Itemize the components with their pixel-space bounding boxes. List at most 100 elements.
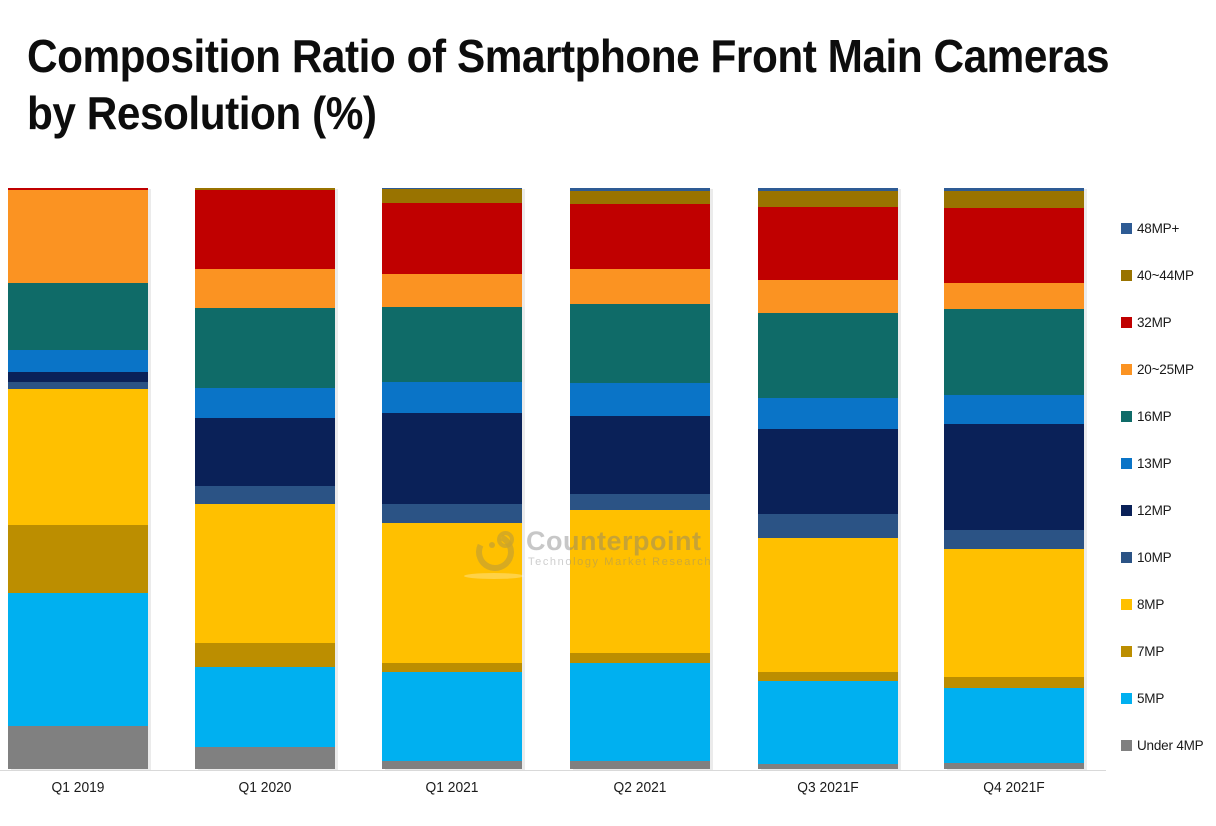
legend-swatch-icon (1121, 270, 1132, 281)
legend-label: 20~25MP (1137, 362, 1194, 377)
legend-item-20-25mp: 20~25MP (1121, 362, 1203, 377)
bar-segment-40-44mp (944, 190, 1084, 208)
bar-segment-13mp (758, 398, 898, 430)
bar-segment-13mp (382, 382, 522, 413)
bar-segment-8mp (195, 504, 335, 643)
legend-item-under-4mp: Under 4MP (1121, 738, 1204, 753)
legend-swatch-icon (1121, 505, 1132, 516)
bar-segment-10mp (8, 382, 148, 390)
bar-segment-5mp (758, 680, 898, 764)
bar-segment-8mp (570, 509, 710, 653)
bar-segment-40-44mp (195, 187, 335, 190)
legend-label: 13MP (1137, 456, 1172, 471)
chart-title-line2: by Resolution (%) (27, 87, 377, 139)
stacked-bar-q1-2019 (8, 188, 148, 769)
bar-segment-40-44mp (570, 190, 710, 204)
legend-label: 5MP (1137, 691, 1165, 706)
bar-segment-13mp (195, 387, 335, 419)
legend-label: 8MP (1137, 597, 1165, 612)
legend-label: Under 4MP (1137, 738, 1204, 753)
bar-segment-7mp (758, 671, 898, 681)
bar-segment-12mp (944, 424, 1084, 530)
x-axis-label-q2-2021: Q2 2021 (613, 779, 667, 796)
legend-label: 40~44MP (1137, 268, 1194, 283)
legend-item-7mp: 7MP (1121, 644, 1203, 659)
bar-segment-5mp (382, 671, 522, 761)
legend-swatch-icon (1121, 317, 1132, 328)
bar-segment-13mp (944, 395, 1084, 425)
x-axis-label-q3-2021f: Q3 2021F (797, 779, 859, 796)
legend-item-32mp: 32MP (1121, 315, 1203, 330)
plot-area (0, 187, 1106, 771)
bar-segment-32mp (758, 207, 898, 281)
stacked-bar-q2-2021 (570, 188, 710, 769)
bar-segment-7mp (382, 663, 522, 672)
legend-item-5mp: 5MP (1121, 691, 1203, 706)
bar-segment-20-25mp (195, 268, 335, 308)
bar-segment-5mp (8, 592, 148, 726)
bar-segment-12mp (8, 372, 148, 383)
legend-swatch-icon (1121, 693, 1132, 704)
bar-segment-10mp (944, 529, 1084, 550)
legend-item-16mp: 16MP (1121, 409, 1203, 424)
bar-segment-under-4mp (944, 763, 1084, 769)
bar-segment-48mp- (570, 188, 710, 191)
bar-segment-32mp (195, 189, 335, 269)
legend: 48MP+ 40~44MP 32MP 20~25MP 16MP 13MP 12MP 10MP 8… (1121, 221, 1204, 753)
bar-segment-16mp (195, 307, 335, 388)
legend-label: 48MP+ (1137, 221, 1180, 236)
stacked-bar-q4-2021f (944, 188, 1084, 769)
stacked-bar-q1-2020 (195, 187, 335, 769)
legend-swatch-icon (1121, 646, 1132, 657)
legend-item-13mp: 13MP (1121, 456, 1203, 471)
bar-segment-under-4mp (8, 726, 148, 769)
bar-segment-20-25mp (8, 190, 148, 284)
bar-segment-20-25mp (382, 273, 522, 308)
legend-item-8mp: 8MP (1121, 597, 1203, 612)
bar-segment-under-4mp (382, 760, 522, 769)
legend-item-48mp-: 48MP+ (1121, 221, 1203, 236)
bar-segment-7mp (944, 677, 1084, 689)
x-axis-label-q1-2020: Q1 2020 (238, 779, 292, 796)
bar-segment-16mp (382, 307, 522, 383)
bar-segment-7mp (8, 524, 148, 593)
legend-label: 10MP (1137, 550, 1172, 565)
bar-segment-13mp (8, 350, 148, 373)
bar-segment-20-25mp (570, 268, 710, 304)
legend-swatch-icon (1121, 458, 1132, 469)
legend-swatch-icon (1121, 599, 1132, 610)
bar-segment-8mp (8, 389, 148, 525)
bar-segment-10mp (195, 486, 335, 505)
bar-segment-32mp (8, 188, 148, 191)
bar-segment-48mp- (944, 188, 1084, 191)
bar-segment-8mp (944, 549, 1084, 678)
bar-segment-48mp- (758, 187, 898, 191)
legend-label: 16MP (1137, 409, 1172, 424)
bar-segment-32mp (382, 203, 522, 274)
bar-segment-20-25mp (758, 280, 898, 314)
x-axis-label-q1-2019: Q1 2019 (51, 779, 105, 796)
bar-segment-12mp (195, 418, 335, 487)
bar-segment-16mp (8, 283, 148, 351)
bar-segment-12mp (382, 412, 522, 505)
bar-segment-16mp (570, 303, 710, 383)
legend-label: 32MP (1137, 315, 1172, 330)
chart-title: Composition Ratio of Smartphone Front Ma… (27, 28, 1110, 142)
stacked-bar-q1-2021 (382, 188, 522, 769)
bar-segment-13mp (570, 382, 710, 416)
legend-swatch-icon (1121, 411, 1132, 422)
bar-segment-10mp (570, 493, 710, 510)
bar-segment-10mp (382, 504, 522, 524)
bar-segment-12mp (570, 415, 710, 494)
bar-segment-16mp (758, 313, 898, 399)
bar-segment-7mp (570, 652, 710, 663)
legend-item-10mp: 10MP (1121, 550, 1203, 565)
chart-title-line1: Composition Ratio of Smartphone Front Ma… (27, 30, 1110, 82)
x-axis-label-q1-2021: Q1 2021 (425, 779, 479, 796)
bar-segment-40-44mp (382, 189, 522, 204)
bar-segment-12mp (758, 429, 898, 514)
bar-segment-32mp (944, 207, 1084, 283)
bar-segment-8mp (758, 537, 898, 672)
legend-swatch-icon (1121, 223, 1132, 234)
